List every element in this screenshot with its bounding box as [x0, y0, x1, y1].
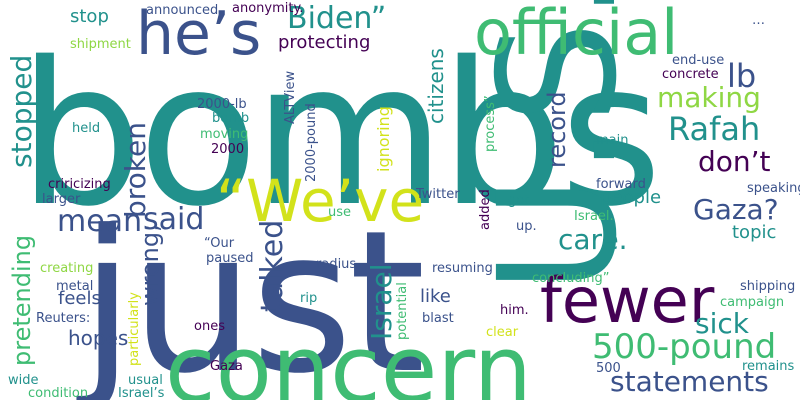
cloud-word: Twitter — [416, 187, 460, 202]
cloud-word: “We’ve — [216, 167, 425, 235]
cloud-word: bomb — [212, 111, 250, 126]
cloud-word: potential — [395, 282, 410, 340]
cloud-word: concluding” — [532, 271, 610, 286]
cloud-word: Gaza? — [693, 193, 779, 226]
cloud-word: condition — [28, 386, 89, 400]
cloud-word: just — [80, 189, 426, 400]
cloud-word: mean — [57, 204, 143, 239]
cloud-word: anonymity. — [232, 1, 304, 16]
cloud-word: citizens — [424, 48, 448, 124]
cloud-word: Reuters: — [36, 311, 91, 326]
cloud-word: resuming — [432, 261, 493, 276]
cloud-word: feels — [58, 288, 101, 309]
cloud-word: Israel. — [574, 209, 614, 224]
cloud-word: rip — [300, 291, 318, 306]
cloud-word: record — [543, 91, 571, 168]
cloud-word: 2000-pound — [304, 103, 319, 182]
cloud-word: ALTView — [283, 70, 298, 124]
cloud-word: ones — [194, 319, 225, 334]
cloud-word: got — [508, 193, 530, 208]
cloud-word: Rafah — [668, 110, 761, 148]
cloud-word: making — [657, 81, 761, 114]
cloud-word: main — [596, 133, 629, 148]
cloud-word: bombs — [18, 19, 663, 250]
cloud-word: moving — [200, 127, 249, 142]
cloud-word: speaking — [747, 181, 800, 196]
cloud-word: like — [420, 286, 451, 307]
cloud-word: blast — [422, 311, 454, 326]
cloud-word: broken — [119, 122, 152, 218]
cloud-word: concrete — [662, 67, 719, 82]
cloud-word: criricizing — [48, 177, 111, 192]
cloud-word: process” — [483, 95, 498, 152]
cloud-word: talked — [255, 219, 290, 312]
cloud-word: Gaza — [210, 359, 243, 374]
cloud-word: ignoring — [374, 106, 393, 172]
cloud-word: end-use — [672, 53, 725, 68]
cloud-word: shipping — [740, 279, 796, 294]
cloud-word: usual — [128, 373, 163, 388]
cloud-word: “Our — [204, 236, 235, 251]
cloud-word: particularly — [127, 292, 142, 366]
cloud-word: shipment — [70, 37, 131, 52]
cloud-word: radius. — [316, 257, 361, 272]
cloud-word: paused — [206, 251, 254, 266]
cloud-word: Israel’s — [118, 386, 165, 400]
cloud-word: lb — [727, 57, 757, 95]
cloud-word: people — [600, 187, 662, 208]
cloud-word: up. — [516, 219, 537, 234]
cloud-word: campaign — [720, 295, 785, 310]
cloud-word: he’s — [136, 0, 262, 69]
cloud-word: him. — [500, 303, 529, 318]
cloud-word: sick — [695, 307, 749, 340]
cloud-word: protecting — [278, 32, 371, 53]
cloud-word: use — [328, 205, 352, 220]
cloud-word: clear — [486, 325, 519, 340]
cloud-word: official — [474, 0, 679, 69]
cloud-word: Biden” — [287, 1, 387, 36]
cloud-word: Israel — [365, 263, 398, 340]
cloud-word: announced — [146, 3, 219, 18]
cloud-word: care. — [558, 223, 628, 256]
cloud-word: metal — [56, 279, 94, 294]
cloud-word: wide — [8, 373, 39, 388]
cloud-word: statements — [610, 365, 769, 398]
cloud-word: forward — [596, 177, 646, 192]
cloud-word: 2000-lb — [197, 97, 247, 112]
cloud-word: concern — [165, 316, 532, 400]
cloud-word: topic — [732, 222, 777, 243]
cloud-word: 2000 — [211, 142, 245, 157]
cloud-word: don’t — [698, 145, 771, 178]
cloud-word: held — [72, 121, 101, 136]
cloud-word: said — [143, 202, 205, 237]
cloud-word: 500-pound — [592, 327, 777, 367]
cloud-word: … — [752, 13, 765, 28]
cloud-word: fewer — [540, 264, 715, 337]
cloud-word: hopes — [68, 326, 129, 350]
cloud-word: larger — [42, 192, 81, 207]
cloud-word: pretending — [8, 234, 36, 366]
cloud-word: added — [478, 189, 493, 230]
cloud-word: remains — [742, 359, 795, 374]
cloud-word: stopped — [5, 54, 38, 168]
cloud-word: stop — [70, 6, 109, 27]
cloud-word: creating — [40, 261, 94, 276]
cloud-word: 500 — [596, 361, 621, 376]
